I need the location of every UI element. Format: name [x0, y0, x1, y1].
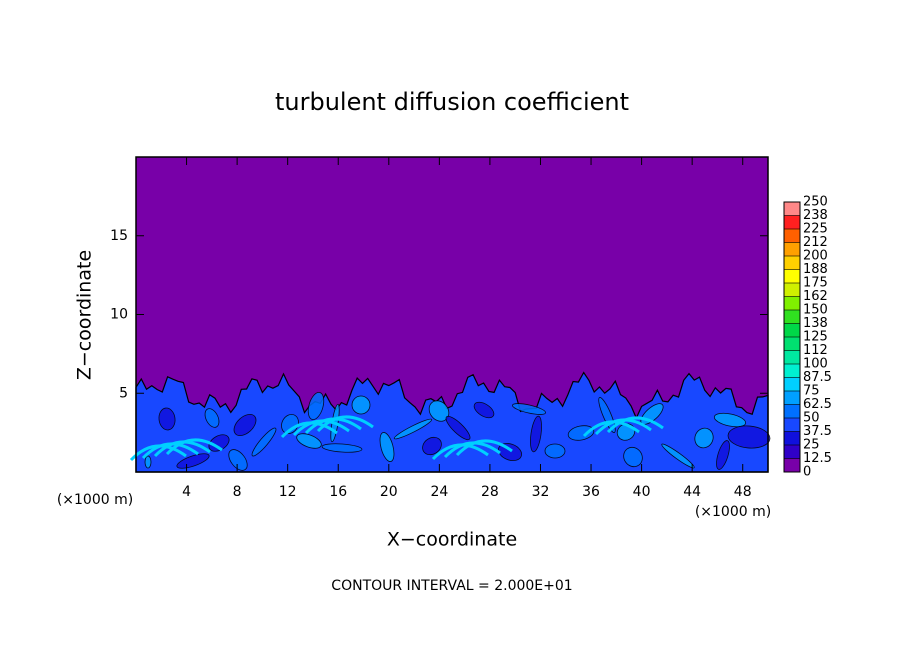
- x-tick-label: 40: [633, 484, 651, 500]
- y-tick-label: 15: [110, 228, 128, 244]
- chart-title: turbulent diffusion coefficient: [275, 88, 629, 116]
- colorbar-bin: [784, 364, 800, 378]
- x-tick-label: 20: [380, 484, 398, 500]
- x-tick-label: 24: [430, 484, 448, 500]
- colorbar-bin: [784, 256, 800, 270]
- colorbar-bin: [784, 202, 800, 216]
- colorbar-bin: [784, 404, 800, 418]
- colorbar-bin: [784, 445, 800, 459]
- y-tick-label: 5: [119, 385, 128, 401]
- eddy: [567, 425, 595, 441]
- colorbar-bin: [784, 377, 800, 391]
- colorbar-label: 238: [803, 208, 828, 223]
- colorbar-bin: [784, 418, 800, 432]
- x-tick-label: 12: [279, 484, 297, 500]
- x-unit: (×1000 m): [57, 492, 133, 508]
- y-tick-label: 10: [110, 307, 128, 323]
- eddy-streak: [606, 416, 664, 434]
- field: [129, 157, 771, 473]
- colorbar-label: 138: [803, 316, 828, 331]
- colorbar-bin: [784, 323, 800, 337]
- eddy: [204, 408, 220, 428]
- colorbar-label: 87.5: [803, 370, 832, 385]
- colorbar-label: 112: [803, 343, 828, 358]
- x-tick-label: 44: [683, 484, 701, 500]
- colorbar-label: 12.5: [803, 451, 832, 466]
- eddy: [512, 403, 546, 415]
- colorbar-bin: [784, 296, 800, 310]
- x-tick-label: 28: [481, 484, 499, 500]
- eddy: [233, 413, 257, 437]
- eddy: [296, 433, 322, 449]
- colorbar-bin: [784, 242, 800, 256]
- eddy: [422, 436, 442, 456]
- colorbar-label: 75: [803, 384, 820, 399]
- eddy: [727, 425, 771, 449]
- colorbar-label: 188: [803, 262, 828, 277]
- colorbar-label: 0: [803, 465, 811, 480]
- colorbar-bin: [784, 431, 800, 445]
- eddy: [307, 392, 325, 420]
- colorbar-label: 200: [803, 249, 828, 264]
- eddy: [379, 432, 395, 462]
- y-axis-label: Z−coordinate: [74, 250, 96, 380]
- eddy-streak: [455, 439, 513, 457]
- colorbar-label: 225: [803, 222, 828, 237]
- eddy: [716, 440, 730, 470]
- eddy: [445, 415, 471, 441]
- colorbar-bin: [784, 229, 800, 243]
- x-tick-label: 4: [182, 484, 191, 500]
- colorbar-label: 37.5: [803, 424, 832, 439]
- colorbar-bin: [784, 283, 800, 297]
- colorbar-bin: [784, 350, 800, 364]
- x-tick-label: 32: [532, 484, 550, 500]
- eddy-streak: [316, 415, 374, 433]
- colorbar-label: 175: [803, 276, 828, 291]
- colorbar-bin: [784, 391, 800, 405]
- eddy: [176, 453, 210, 469]
- eddy: [623, 446, 643, 468]
- eddy: [251, 427, 277, 457]
- colorbar-bin: [784, 458, 800, 472]
- eddy-streak: [165, 438, 223, 456]
- y-unit: (×1000 m): [695, 504, 771, 520]
- colorbar-label: 25: [803, 438, 820, 453]
- eddy: [713, 412, 747, 428]
- colorbar-label: 50: [803, 411, 820, 426]
- contour-note: CONTOUR INTERVAL = 2.000E+01: [331, 578, 572, 594]
- eddy: [158, 407, 176, 431]
- eddy: [321, 443, 363, 453]
- colorbar-label: 212: [803, 235, 828, 250]
- colorbar-bin: [784, 269, 800, 283]
- x-tick-label: 8: [233, 484, 242, 500]
- eddy: [351, 395, 371, 415]
- colorbar-label: 162: [803, 289, 828, 304]
- eddy: [544, 443, 566, 459]
- eddy: [393, 418, 433, 440]
- eddy: [530, 415, 542, 453]
- colorbar-label: 150: [803, 303, 828, 318]
- x-tick-label: 36: [582, 484, 600, 500]
- colorbar-bin: [784, 310, 800, 324]
- eddy: [694, 427, 714, 449]
- eddy: [228, 449, 248, 471]
- eddy: [144, 455, 152, 469]
- colorbar-bin: [784, 337, 800, 351]
- eddy: [473, 401, 495, 419]
- colorbar-label: 100: [803, 357, 828, 372]
- colorbar-label: 250: [803, 195, 828, 210]
- x-tick-label: 16: [329, 484, 347, 500]
- eddy: [661, 443, 695, 469]
- colorbar-label: 62.5: [803, 397, 832, 412]
- colorbar-label: 125: [803, 330, 828, 345]
- colorbar-bin: [784, 215, 800, 229]
- x-tick-label: 48: [734, 484, 752, 500]
- x-axis-label: X−coordinate: [387, 529, 517, 551]
